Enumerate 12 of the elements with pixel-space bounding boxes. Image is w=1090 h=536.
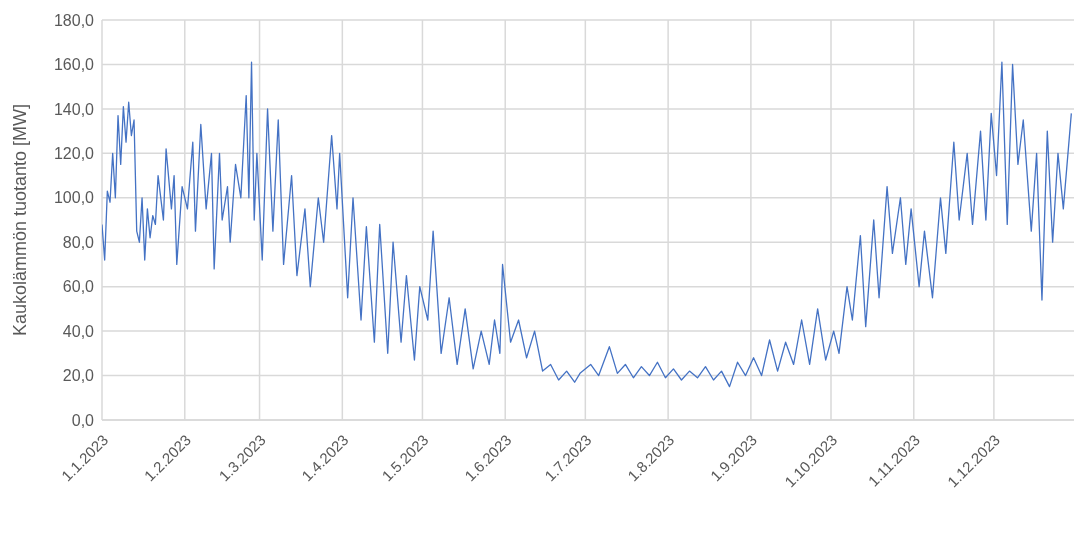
y-tick-label: 180,0 bbox=[53, 11, 95, 29]
y-tick-label: 120,0 bbox=[53, 145, 95, 163]
y-tick-label: 0,0 bbox=[71, 411, 95, 429]
y-tick-label: 80,0 bbox=[62, 233, 95, 251]
y-tick-label: 40,0 bbox=[62, 322, 95, 340]
y-tick-label: 100,0 bbox=[53, 189, 95, 207]
y-tick-label: 20,0 bbox=[62, 367, 95, 385]
y-tick-label: 140,0 bbox=[53, 100, 95, 118]
y-axis-title: Kaukolämmön tuotanto [MW] bbox=[10, 103, 31, 337]
line-series bbox=[102, 61, 1072, 388]
y-tick-label: 60,0 bbox=[62, 278, 95, 296]
y-tick-label: 160,0 bbox=[53, 56, 95, 74]
